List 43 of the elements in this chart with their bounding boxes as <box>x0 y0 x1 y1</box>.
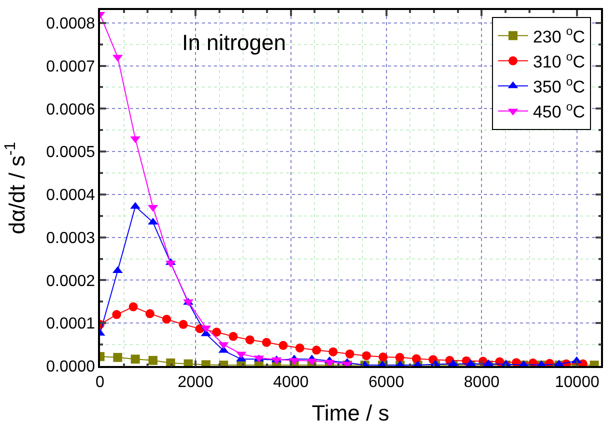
point <box>162 314 172 324</box>
y-tick-label: 0.0008 <box>46 15 96 32</box>
point <box>295 343 304 352</box>
y-tick-label: 0.0001 <box>46 316 96 333</box>
annotation: In nitrogen <box>182 30 286 55</box>
legend-label: 350 $^{o}$C <box>532 74 585 96</box>
point <box>212 328 222 337</box>
point <box>412 354 421 364</box>
x-tick-label: 8000 <box>464 374 500 391</box>
legend-label: 230 $^{o}$C <box>532 24 585 46</box>
point <box>395 352 404 362</box>
point <box>145 309 154 318</box>
point <box>113 352 122 362</box>
y-tick-label: 0.0002 <box>46 272 96 290</box>
point <box>262 338 272 347</box>
x-tick-label: 6000 <box>368 374 404 391</box>
y-tick-label: 0.0007 <box>46 58 96 76</box>
point <box>328 347 338 356</box>
x-tick-label: 4000 <box>273 374 309 391</box>
x-tick-label: 10000 <box>554 374 600 391</box>
point <box>130 354 140 364</box>
y-tick-label: 0.0004 <box>46 187 96 204</box>
point <box>378 352 388 362</box>
point <box>245 335 254 344</box>
y-tick-label: 0.0006 <box>46 101 96 118</box>
legend-label: 450 $^{o}$C <box>532 99 585 122</box>
y-tick-label: 0.0000 <box>46 358 96 376</box>
point <box>228 332 238 341</box>
y-tick-label: 0.0003 <box>46 230 96 247</box>
point <box>178 320 188 329</box>
x-tick-label: 2000 <box>178 374 214 391</box>
point <box>148 356 158 365</box>
x-tick-label: 0 <box>96 374 105 391</box>
point <box>312 346 321 355</box>
x-axis-title: Time / s <box>312 400 390 426</box>
point <box>345 349 354 358</box>
point <box>112 310 122 320</box>
legend-label: 310 $^{o}$C <box>532 49 585 72</box>
point <box>278 340 288 350</box>
point <box>128 302 138 312</box>
point <box>362 351 371 360</box>
y-tick-label: 0.0005 <box>46 144 96 162</box>
point <box>166 358 176 366</box>
